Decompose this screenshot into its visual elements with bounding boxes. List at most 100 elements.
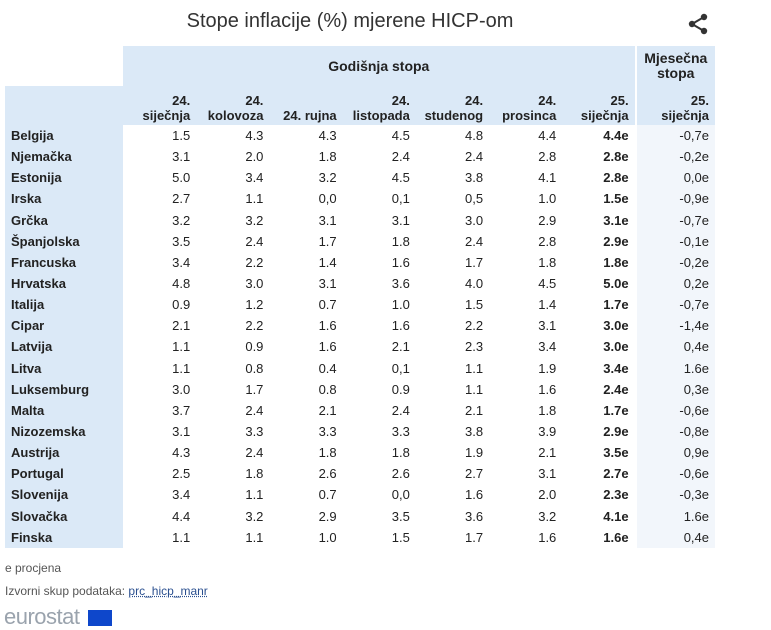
header-blank xyxy=(5,46,123,86)
annual-rate-header: Godišnja stopa xyxy=(122,46,636,86)
eurostat-logo: eurostat xyxy=(4,604,112,629)
value-cell: 2.1 xyxy=(415,399,490,421)
value-cell: 1.6 xyxy=(415,484,490,506)
value-cell: 2.7e xyxy=(603,466,629,482)
table-row: Nizozemska 3.1 3.3 3.3 3.3 3.8 3.9 2.9e -0,8e xyxy=(5,420,715,443)
country-cell: Finska xyxy=(5,526,123,548)
value-cell: 3.4 xyxy=(122,484,197,506)
country-cell: Austrija xyxy=(5,442,123,464)
value-cell: 1.8 xyxy=(489,399,563,421)
value-cell: 1.6e xyxy=(562,526,636,548)
value-cell: 3.8 xyxy=(465,424,484,440)
column-header-top: 24. xyxy=(538,93,557,108)
chart-title: Stope inflacije (%) mjerene HICP-om xyxy=(186,10,514,32)
value-cell: -0,2e xyxy=(634,146,715,168)
country-cell: Slovačka xyxy=(5,505,123,527)
value-cell: 3.1 xyxy=(489,315,563,337)
column-header: 24. siječnja xyxy=(122,86,197,125)
value-cell: 2.8e xyxy=(562,146,636,168)
source-dataset-link[interactable]: prc_hicp_manr xyxy=(128,584,208,598)
value-cell: 1.9 xyxy=(415,442,490,464)
value-cell: 2.0 xyxy=(196,146,270,168)
value-cell: 5.0 xyxy=(172,170,191,186)
column-header: 25. siječnja xyxy=(634,86,715,125)
value-cell: 0,0 xyxy=(342,484,416,506)
value-cell: 1.6 xyxy=(391,254,410,270)
value-cell: 2.4 xyxy=(196,442,270,464)
value-cell: 3.5 xyxy=(122,230,197,252)
column-header-top: 24. xyxy=(391,93,410,108)
value-cell: 3.4e xyxy=(562,357,636,379)
value-cell: 2.9e xyxy=(562,230,636,252)
table-row: Hrvatska 4.8 3.0 3.1 3.6 4.0 4.5 5.0e 0,2e xyxy=(5,272,715,295)
value-cell: 1.8e xyxy=(603,254,629,270)
country-cell: Estonija xyxy=(5,167,123,189)
value-cell: 2.6 xyxy=(318,466,337,482)
country-cell: Portugal xyxy=(5,463,123,485)
value-cell: 3.0e xyxy=(562,315,636,337)
value-cell: 3.1 xyxy=(269,272,343,295)
value-cell: 0,1 xyxy=(342,357,416,379)
value-cell: 1.8 xyxy=(269,442,343,464)
value-cell: 4.3 xyxy=(122,442,197,464)
value-cell: 3.1 xyxy=(172,424,191,440)
value-cell: 0.9 xyxy=(172,297,191,313)
column-header-bottom: siječnja xyxy=(580,108,629,123)
value-cell: 0.8 xyxy=(196,357,270,379)
eu-flag-icon xyxy=(88,610,112,626)
value-cell: 4.3 xyxy=(245,128,264,144)
value-cell: 1.7e xyxy=(562,399,636,421)
value-cell: 2.6 xyxy=(391,466,410,482)
value-cell: 2.8e xyxy=(603,170,629,186)
value-cell: 2.4 xyxy=(415,230,490,252)
country-cell: Luksemburg xyxy=(5,378,123,400)
value-cell: 1.7 xyxy=(465,254,484,270)
value-cell: 4.5 xyxy=(391,170,410,186)
value-cell: -0,3e xyxy=(634,484,715,506)
value-cell: 3.0 xyxy=(196,272,270,295)
value-cell: 0.7 xyxy=(318,297,337,313)
country-cell: Nizozemska xyxy=(5,420,123,443)
value-cell: 3.8 xyxy=(465,170,484,186)
value-cell: 1.1 xyxy=(196,188,270,210)
value-cell: 2.9 xyxy=(318,508,337,524)
value-cell: 3.3 xyxy=(318,424,337,440)
value-cell: 1.6 xyxy=(342,315,416,337)
value-cell: 3.1 xyxy=(122,146,197,168)
footnote: e procjena xyxy=(5,561,62,575)
country-cell: Slovenija xyxy=(5,484,123,506)
value-cell: 1.4 xyxy=(538,297,557,313)
country-column-header xyxy=(5,86,123,125)
column-header: 25. siječnja xyxy=(562,86,636,125)
table-row: Belgija 1.5 4.3 4.3 4.5 4.8 4.4 4.4e -0,7e xyxy=(5,125,715,147)
value-cell: 2.0 xyxy=(489,484,563,506)
value-cell: 3.1 xyxy=(538,466,557,482)
value-cell: 1.5 xyxy=(465,297,484,313)
country-cell: Francuska xyxy=(5,251,123,273)
value-cell: 2.9e xyxy=(603,424,629,440)
value-cell: 3.0e xyxy=(603,339,629,355)
column-header-top: 24. xyxy=(245,93,264,108)
value-cell: 2.4 xyxy=(342,146,416,168)
table-row: Litva 1.1 0.8 0.4 0,1 1.1 1.9 3.4e 1.6e xyxy=(5,357,715,379)
share-icon[interactable] xyxy=(686,12,710,36)
value-cell: 0,5 xyxy=(415,188,490,210)
value-cell: 3.7 xyxy=(122,399,197,421)
value-cell: 1.6 xyxy=(318,339,337,355)
country-cell: Italija xyxy=(5,294,123,316)
column-header-bottom: kolovoza xyxy=(207,108,264,123)
value-cell: 3.2 xyxy=(538,508,557,524)
value-cell: 4.8 xyxy=(465,128,484,144)
value-cell: 2.9 xyxy=(538,212,557,228)
table-row: Francuska 3.4 2.2 1.4 1.6 1.7 1.8 1.8e -0,2e xyxy=(5,251,715,273)
value-cell: -0,8e xyxy=(634,420,715,443)
value-cell: 4.4 xyxy=(538,128,557,144)
country-cell: Cipar xyxy=(5,315,123,337)
column-header-bottom: studenog xyxy=(424,108,484,123)
value-cell: 1.0 xyxy=(391,297,410,313)
value-cell: 4.3 xyxy=(318,128,337,144)
country-cell: Grčka xyxy=(5,209,123,231)
value-cell: 2.4 xyxy=(342,399,416,421)
logo-text: eurostat xyxy=(4,604,80,629)
value-cell: 3.9 xyxy=(538,424,557,440)
